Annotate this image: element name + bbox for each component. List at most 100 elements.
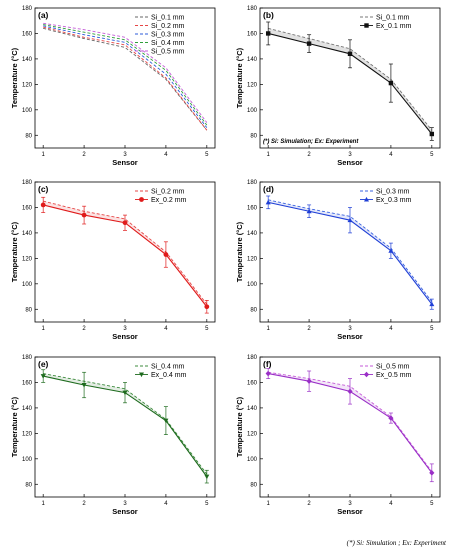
series-line — [43, 373, 208, 475]
x-axis-title: Sensor — [112, 158, 138, 167]
data-point — [306, 378, 312, 384]
panel-letter: (d) — [263, 184, 274, 194]
y-tick-label: 160 — [22, 31, 33, 37]
plot-frame — [34, 7, 216, 149]
x-axis-title: Sensor — [112, 507, 138, 516]
series-line — [43, 27, 208, 131]
y-axis-title: Temperature (°C) — [235, 396, 244, 457]
y-tick-label: 100 — [247, 108, 258, 114]
data-point — [265, 199, 271, 205]
x-tick-label: 3 — [123, 501, 127, 507]
x-axis-title: Sensor — [337, 332, 363, 341]
panel-letter: (a) — [38, 10, 49, 20]
legend-label: Si_0.4 mm — [151, 40, 185, 47]
legend-label: Si_0.1 mm — [151, 15, 185, 22]
x-tick-label: 4 — [164, 152, 168, 158]
data-point — [40, 202, 46, 208]
legend-label: Ex_0.1 mm — [376, 23, 412, 30]
series — [265, 195, 435, 310]
y-tick-label: 180 — [22, 355, 33, 361]
y-tick-label: 180 — [22, 180, 33, 186]
y-tick-label: 120 — [22, 256, 33, 262]
y-tick-label: 100 — [22, 108, 33, 114]
series — [268, 27, 433, 131]
x-tick-label: 1 — [267, 152, 271, 158]
y-tick-label: 140 — [22, 57, 33, 63]
chart-panel: 80 100 120 140 160 180 1 2 3 4 5 Sensor Temperature … — [10, 355, 216, 516]
x-tick-label: 1 — [267, 501, 271, 507]
data-point — [122, 390, 128, 396]
series-line — [43, 22, 208, 123]
data-point — [347, 388, 353, 395]
x-tick-label: 1 — [42, 152, 46, 158]
legend-marker — [364, 196, 369, 202]
x-tick-label: 2 — [307, 501, 311, 507]
y-tick-label: 100 — [22, 457, 33, 463]
x-tick-label: 5 — [430, 501, 434, 507]
chart-panel: 80 100 120 140 160 180 1 2 3 4 5 Sensor Temperature … — [235, 180, 441, 341]
y-tick-label: 80 — [25, 133, 32, 139]
y-tick-label: 180 — [247, 355, 258, 361]
series-line — [43, 24, 208, 126]
data-point — [40, 374, 46, 379]
y-axis-title: Temperature (°C) — [235, 221, 244, 282]
data-point — [388, 248, 394, 253]
x-tick-label: 4 — [389, 152, 393, 158]
x-tick-label: 5 — [205, 152, 209, 158]
y-tick-label: 160 — [247, 380, 258, 386]
y-tick-label: 80 — [250, 482, 257, 488]
panel-letter: (f) — [263, 359, 272, 369]
legend-label: Ex_0.4 mm — [151, 372, 187, 379]
series — [40, 369, 210, 484]
y-axis-title: Temperature (°C) — [235, 47, 244, 108]
panel-letter: (c) — [38, 184, 49, 194]
x-tick-label: 3 — [348, 326, 352, 332]
x-tick-label: 5 — [205, 326, 209, 332]
series — [268, 199, 433, 302]
y-tick-label: 80 — [250, 133, 257, 139]
x-tick-label: 5 — [430, 326, 434, 332]
x-tick-label: 2 — [307, 326, 311, 332]
data-point — [163, 252, 169, 257]
y-tick-label: 80 — [250, 307, 257, 313]
y-tick-label: 120 — [247, 82, 258, 88]
data-point — [306, 41, 312, 46]
y-tick-label: 80 — [25, 307, 32, 313]
data-point — [388, 415, 394, 421]
legend-marker — [139, 197, 144, 202]
y-tick-label: 100 — [247, 457, 258, 463]
y-tick-label: 180 — [22, 6, 33, 12]
x-tick-label: 5 — [205, 501, 209, 507]
data-point — [81, 383, 87, 388]
y-tick-label: 120 — [247, 431, 258, 437]
data-point — [388, 80, 394, 86]
data-point — [347, 51, 353, 57]
y-tick-label: 100 — [22, 282, 33, 288]
y-tick-label: 160 — [22, 380, 33, 386]
x-tick-label: 1 — [267, 326, 271, 332]
x-tick-label: 4 — [164, 326, 168, 332]
x-tick-label: 3 — [123, 152, 127, 158]
plot-frame — [259, 181, 441, 323]
series — [43, 24, 208, 126]
legend-marker — [139, 372, 144, 378]
series-line — [268, 371, 433, 472]
y-axis-title: Temperature (°C) — [10, 221, 19, 282]
series — [43, 22, 208, 123]
y-tick-label: 120 — [247, 256, 258, 262]
y-tick-label: 140 — [247, 231, 258, 237]
legend-label: Si_0.1 mm — [376, 15, 410, 22]
series — [43, 25, 208, 128]
figure-caption: (*) Si: Simulation ; Ex: Experiment — [347, 539, 447, 547]
data-point — [347, 217, 353, 223]
legend-label: Ex_0.2 mm — [151, 197, 187, 204]
y-axis-title: Temperature (°C) — [10, 47, 19, 108]
series — [40, 196, 210, 314]
y-tick-label: 100 — [247, 282, 258, 288]
x-tick-label: 1 — [42, 501, 46, 507]
